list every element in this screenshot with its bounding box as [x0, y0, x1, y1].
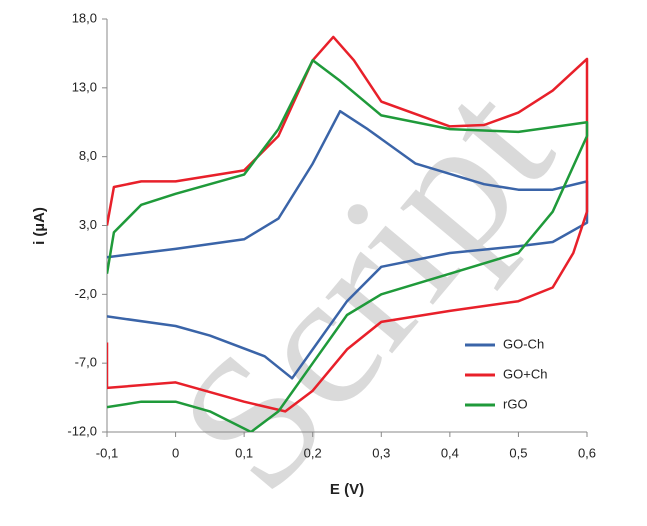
x-tick-label: 0 — [172, 445, 179, 460]
x-axis-label: E (V) — [330, 481, 364, 498]
series-line — [107, 59, 589, 432]
x-tick-label: 0,4 — [441, 445, 459, 460]
x-tick-label: 0,3 — [372, 445, 390, 460]
legend-label: rGO — [503, 396, 528, 411]
y-tick-label: 13,0 — [72, 79, 97, 94]
x-tick-label: 0,5 — [509, 445, 527, 460]
y-tick-label: -12,0 — [67, 423, 97, 438]
legend-label: GO+Ch — [503, 366, 547, 381]
x-tick-label: 0,1 — [235, 445, 253, 460]
x-tick-label: 0,6 — [578, 445, 596, 460]
y-tick-label: -7,0 — [75, 355, 97, 370]
y-tick-label: 8,0 — [79, 148, 97, 163]
y-tick-label: 3,0 — [79, 217, 97, 232]
y-axis-label: i (µA) — [31, 207, 48, 245]
y-tick-label: 18,0 — [72, 10, 97, 25]
y-tick-label: -2,0 — [75, 286, 97, 301]
x-tick-label: 0,2 — [304, 445, 322, 460]
legend-label: GO-Ch — [503, 336, 544, 351]
x-tick-label: -0,1 — [96, 445, 118, 460]
